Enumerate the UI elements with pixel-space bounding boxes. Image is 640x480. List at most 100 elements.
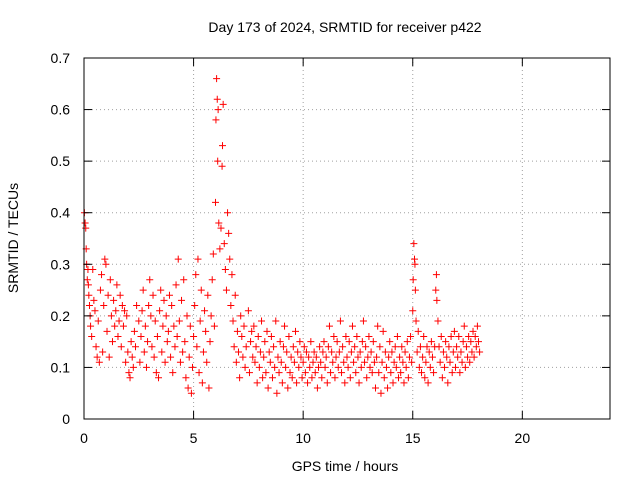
data-point xyxy=(180,276,188,284)
y-tick-label: 0.3 xyxy=(51,256,71,272)
data-point xyxy=(163,338,171,346)
data-point xyxy=(290,358,298,366)
data-point xyxy=(193,343,201,351)
data-point xyxy=(310,348,318,356)
data-point xyxy=(402,363,410,371)
data-point xyxy=(98,271,106,279)
data-point xyxy=(212,198,219,206)
data-point xyxy=(371,384,379,392)
data-point xyxy=(217,224,225,232)
data-point xyxy=(108,338,116,346)
data-point xyxy=(424,379,432,387)
data-point xyxy=(432,271,440,279)
data-point xyxy=(239,353,247,361)
data-point xyxy=(325,322,333,330)
data-point xyxy=(81,219,89,227)
data-point xyxy=(136,358,144,366)
x-tick-label: 15 xyxy=(405,430,421,446)
data-point xyxy=(245,369,253,377)
data-point xyxy=(187,389,195,397)
data-point xyxy=(254,332,262,340)
data-point xyxy=(438,374,446,382)
x-tick-label: 20 xyxy=(515,430,531,446)
data-point xyxy=(202,327,210,335)
data-point xyxy=(460,322,468,330)
data-point xyxy=(458,358,466,366)
data-point xyxy=(348,322,356,330)
data-point xyxy=(208,276,216,284)
data-point xyxy=(83,276,91,284)
data-point xyxy=(276,338,284,346)
data-point xyxy=(85,291,93,299)
data-point xyxy=(279,343,287,351)
data-point xyxy=(138,307,146,315)
data-point xyxy=(382,363,390,371)
data-point xyxy=(264,384,272,392)
data-point xyxy=(198,379,206,387)
data-point xyxy=(412,317,420,325)
data-point xyxy=(225,229,233,237)
data-point xyxy=(320,338,328,346)
data-point xyxy=(266,358,274,366)
data-point xyxy=(229,317,237,325)
data-point xyxy=(185,353,193,361)
data-point xyxy=(121,307,129,315)
data-point xyxy=(248,327,256,335)
data-point xyxy=(119,322,127,330)
x-axis-label: GPS time / hours xyxy=(292,458,399,474)
data-point xyxy=(265,348,273,356)
data-point xyxy=(244,307,252,315)
data-point xyxy=(284,384,292,392)
data-point xyxy=(165,291,173,299)
data-point xyxy=(126,374,134,382)
data-point xyxy=(395,374,403,382)
data-point xyxy=(315,363,323,371)
data-point xyxy=(216,245,224,253)
data-point xyxy=(206,338,214,346)
data-point xyxy=(340,358,348,366)
data-point xyxy=(286,369,294,377)
data-point xyxy=(212,116,220,124)
data-point xyxy=(291,327,299,335)
x-tick-label: 10 xyxy=(295,430,311,446)
data-point xyxy=(110,296,118,304)
data-point xyxy=(367,348,375,356)
data-point xyxy=(408,358,416,366)
data-point xyxy=(454,353,462,361)
data-point xyxy=(306,363,314,371)
data-point xyxy=(263,327,271,335)
data-point xyxy=(146,276,154,284)
data-point xyxy=(381,348,389,356)
data-point xyxy=(347,348,355,356)
data-point xyxy=(220,240,228,248)
data-point xyxy=(130,327,138,335)
data-point xyxy=(335,348,343,356)
data-point xyxy=(115,317,123,325)
data-point xyxy=(443,353,451,361)
data-point xyxy=(124,348,132,356)
data-point xyxy=(411,260,419,268)
data-point xyxy=(210,322,218,330)
data-point xyxy=(333,338,341,346)
data-point xyxy=(160,296,168,304)
data-point xyxy=(190,332,198,340)
data-point xyxy=(399,358,407,366)
data-point xyxy=(470,353,478,361)
data-point xyxy=(405,353,413,361)
data-point xyxy=(114,332,122,340)
data-point xyxy=(84,281,92,289)
data-point xyxy=(228,271,236,279)
data-point xyxy=(227,302,235,310)
data-point xyxy=(319,348,327,356)
data-point xyxy=(338,369,346,377)
data-point xyxy=(238,332,246,340)
axis-ticks: 0 0.1 0.2 0.3 0.4 0.5 0.6 0.7 0 5 10 15 20 xyxy=(51,50,610,446)
data-point xyxy=(355,379,363,387)
data-point xyxy=(232,358,240,366)
data-point xyxy=(305,353,313,361)
data-point xyxy=(195,369,203,377)
y-axis-label: SRMTID / TECUs xyxy=(5,183,21,293)
data-point xyxy=(358,338,366,346)
data-point xyxy=(300,343,308,351)
data-point xyxy=(473,322,481,330)
